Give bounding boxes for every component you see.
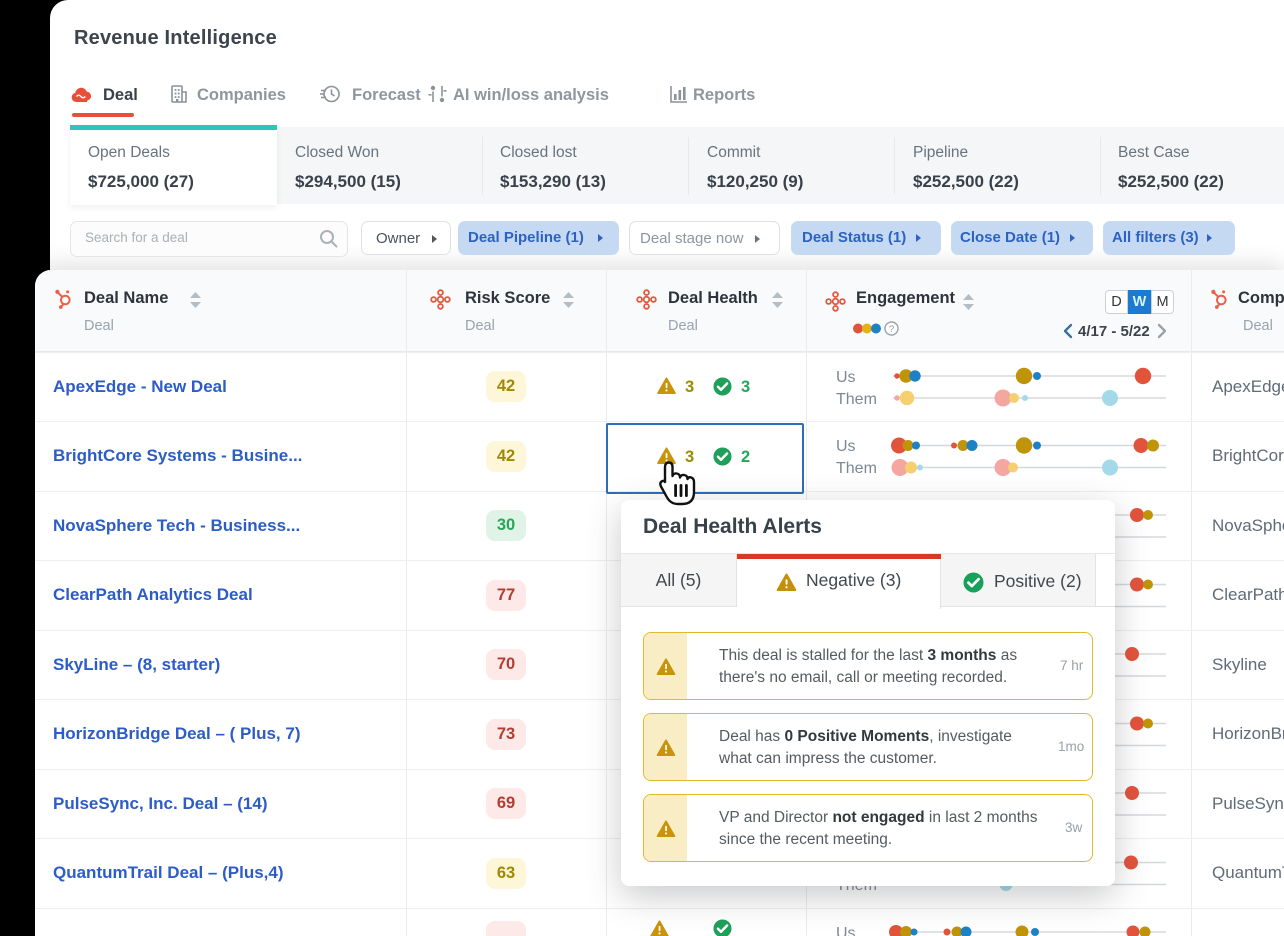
svg-text:Them: Them [836,391,877,408]
svg-text:Us: Us [836,925,856,936]
svg-text:Us: Us [836,438,856,455]
svg-text:Us: Us [836,369,856,386]
svg-text:?: ? [889,324,894,335]
svg-text:Them: Them [836,460,877,477]
